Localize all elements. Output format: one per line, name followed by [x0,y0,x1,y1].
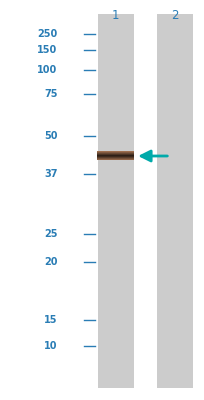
Text: 100: 100 [37,65,57,75]
Text: 250: 250 [37,29,57,39]
Bar [97,152,134,153]
Text: 1: 1 [112,9,119,22]
Bar [157,14,192,388]
Bar [97,158,134,159]
Text: 25: 25 [44,229,57,239]
Bar [97,155,134,156]
Bar [97,159,134,160]
Text: 50: 50 [44,131,57,141]
Bar [97,159,134,160]
Text: 2: 2 [171,9,178,22]
Text: 37: 37 [44,169,57,179]
Bar [97,153,134,154]
Bar [98,14,133,388]
Bar [97,158,134,159]
Text: 10: 10 [44,341,57,351]
Text: 15: 15 [44,315,57,325]
Text: 20: 20 [44,257,57,267]
Text: 75: 75 [44,89,57,99]
Text: 150: 150 [37,45,57,55]
Bar [97,153,134,154]
Bar [97,151,134,152]
Bar [97,154,134,155]
Bar [97,156,134,157]
Bar [97,152,134,153]
Bar [97,154,134,155]
Bar [97,156,134,157]
Bar [97,155,134,156]
Bar [97,157,134,158]
Bar [97,157,134,158]
